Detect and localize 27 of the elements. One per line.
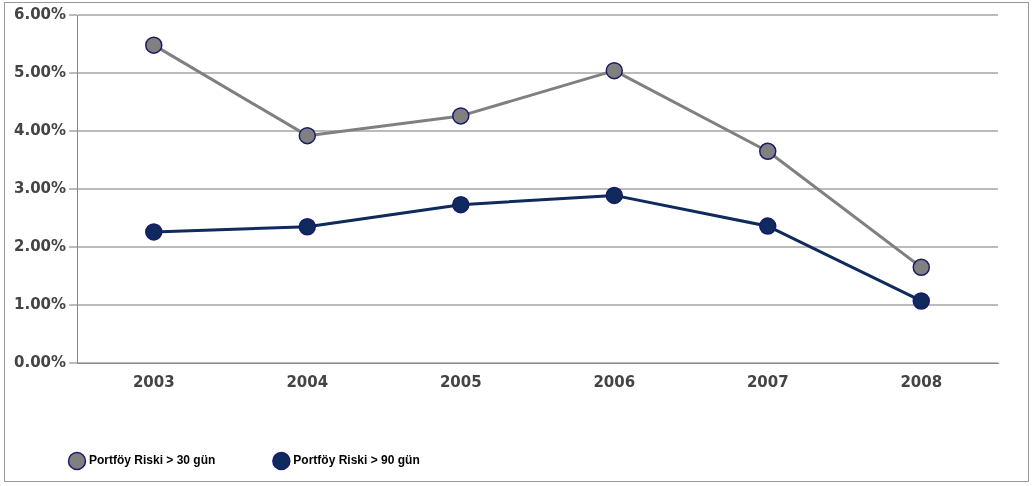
x-tick-label: 2007 — [746, 372, 789, 391]
y-tick-label: 3.00% — [13, 178, 67, 197]
x-tick-label: 2003 — [132, 372, 175, 391]
y-tick-label: 0.00% — [13, 352, 67, 371]
y-tick-label: 1.00% — [13, 294, 67, 313]
point — [145, 36, 163, 54]
y-tick-label: 6.00% — [13, 4, 67, 23]
point — [759, 217, 777, 235]
x-tick-label: 2006 — [593, 372, 636, 391]
point — [912, 292, 930, 310]
y-tick-label: 2.00% — [13, 236, 67, 255]
point — [145, 223, 163, 241]
point — [759, 142, 777, 161]
y-tick-label: 5.00% — [13, 62, 67, 81]
legend-label: Portföy Riski > 30 gün — [89, 453, 216, 468]
point — [452, 107, 470, 125]
point — [605, 186, 624, 205]
x-tick-label: 2004 — [286, 372, 329, 391]
point — [452, 195, 470, 214]
x-tick-label: 2005 — [439, 372, 482, 391]
point — [298, 126, 317, 145]
point — [605, 61, 624, 80]
legend-label: Portföy Riski > 90 gün — [293, 453, 420, 468]
y-tick-label: 4.00% — [13, 120, 67, 139]
point — [298, 217, 317, 236]
point — [912, 258, 930, 277]
x-tick-label: 2008 — [900, 372, 943, 391]
